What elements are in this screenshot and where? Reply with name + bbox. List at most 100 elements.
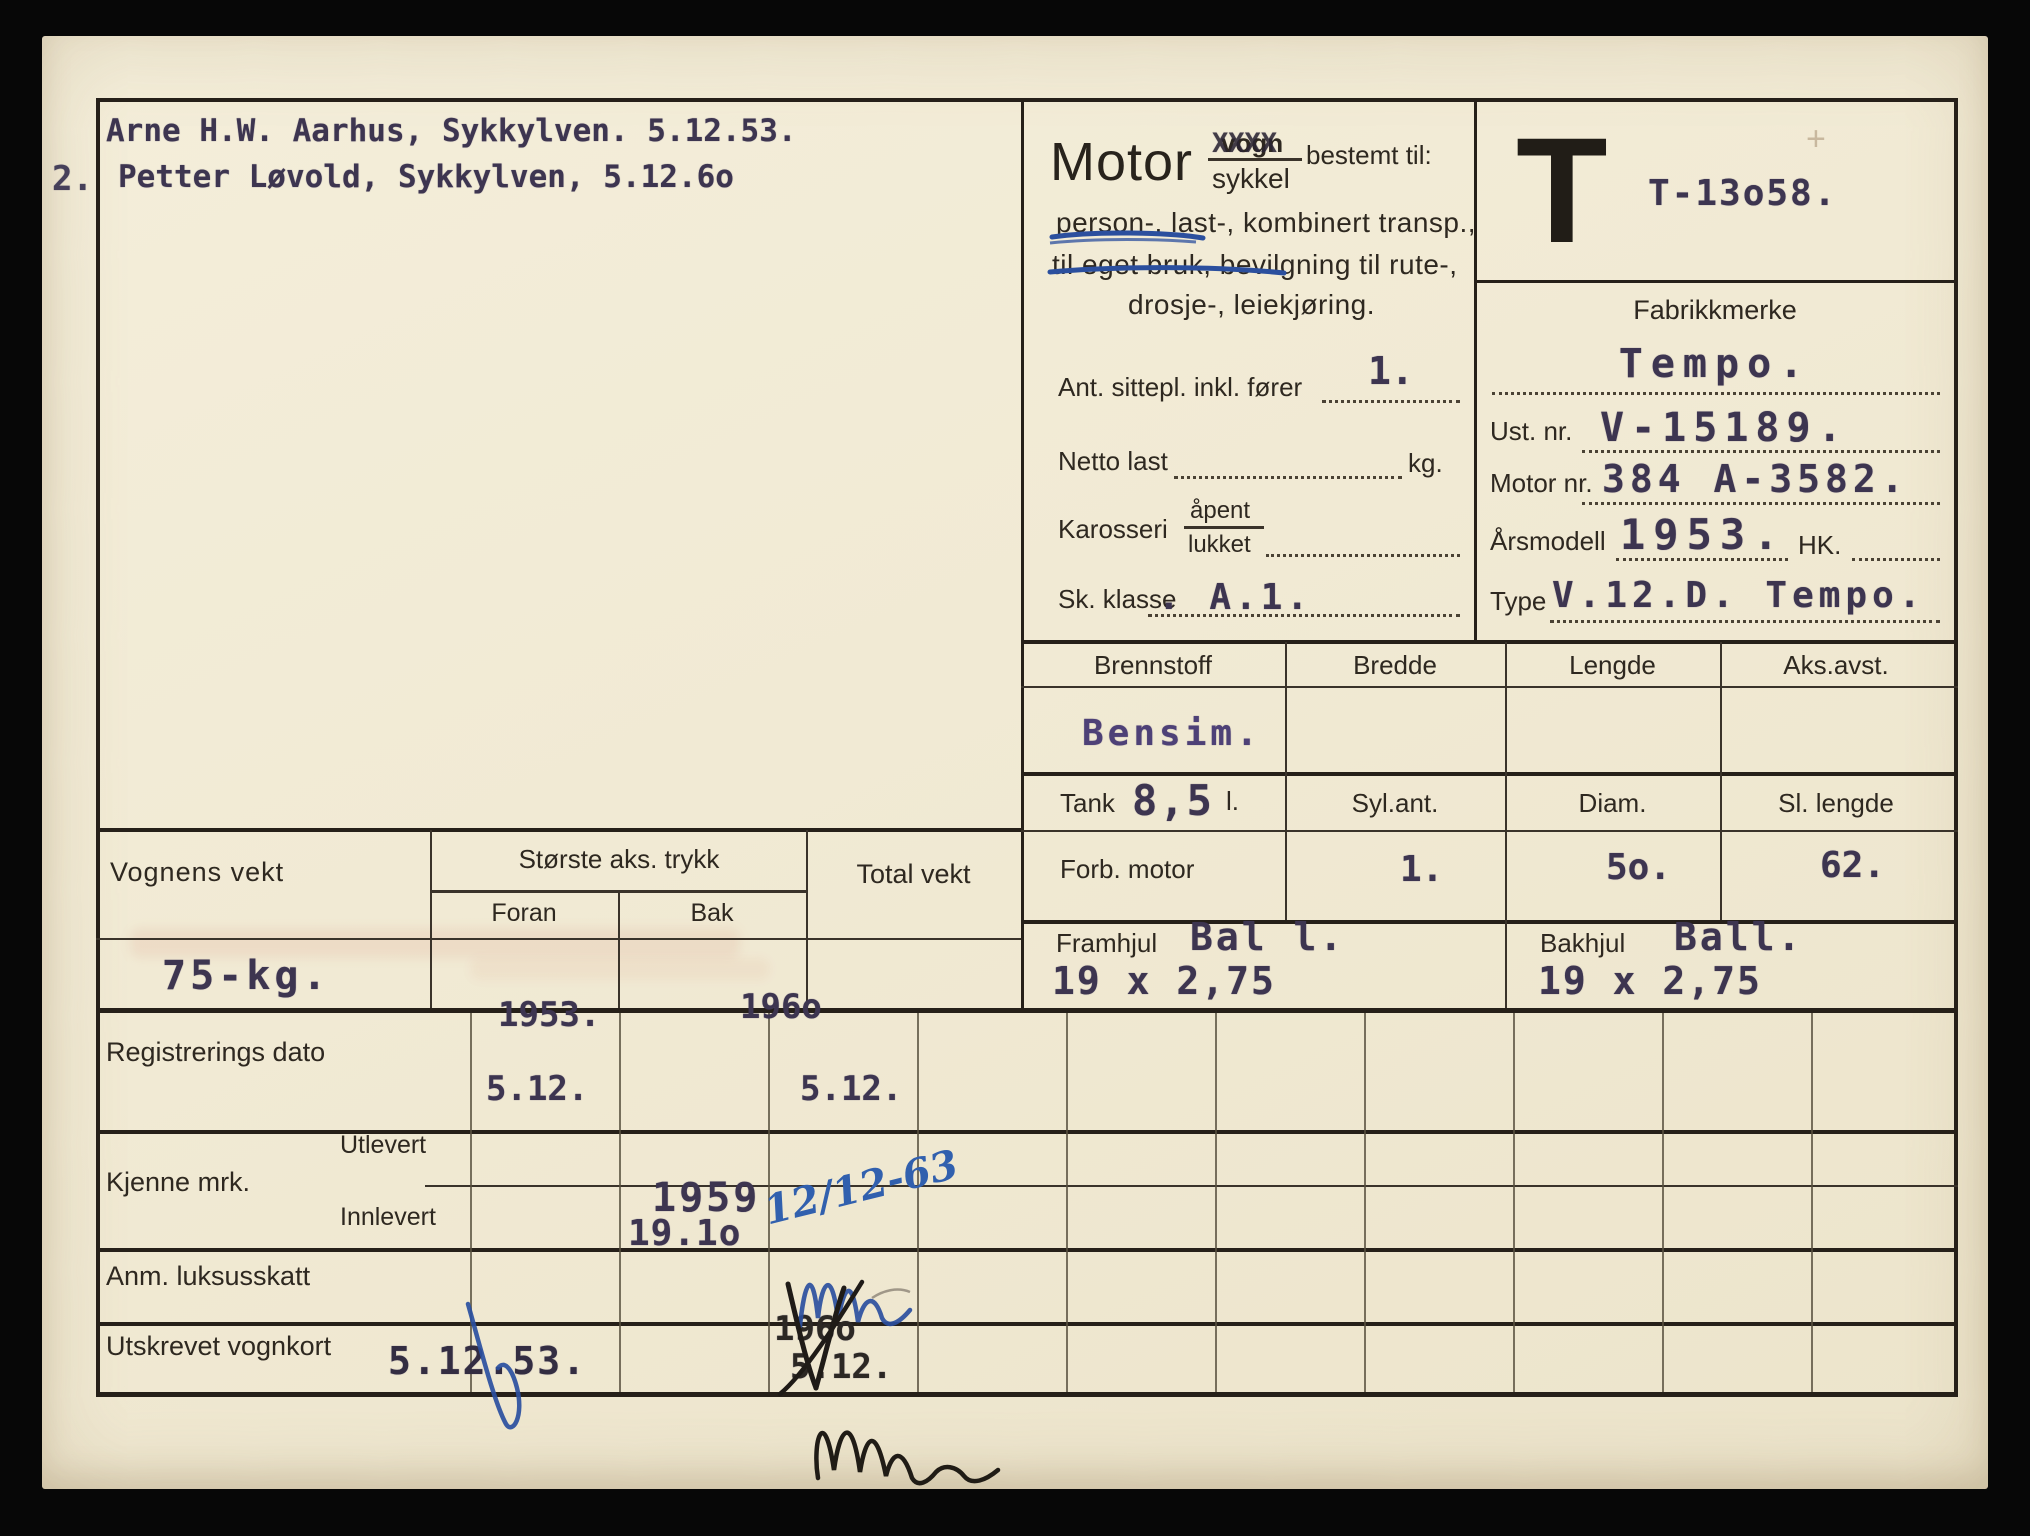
grid-col-line [1364,1013,1366,1392]
klasse-value: . A.1. [1158,577,1313,618]
grid-line-utlevert-bottom [425,1185,1958,1187]
factory-merke-value: Tempo. [1618,341,1812,387]
under-word: sykkel [1212,163,1290,194]
framhjul-type: Bal l. [1190,915,1346,959]
divider-left-motor [1021,98,1024,1008]
spec-row2-line [1021,920,1958,924]
card-border-bottom [96,1392,1958,1397]
reg-1960-date: 5.12. [800,1069,903,1109]
year-value: 1953. [1620,510,1787,559]
innlevert-label: Innlevert [340,1203,436,1231]
blue-check-stroke-ink [440,1298,580,1438]
tank-value: 8,5 [1132,776,1214,825]
weight-aks-label: Største aks. trykk [518,844,720,874]
grid-line-reg-bottom [96,1130,1958,1134]
spec-header-bredde: Bredde [1353,650,1437,680]
plate-box-bottom [1474,280,1958,283]
year-dotted-line [1616,558,1788,561]
eget-bruk-underline-ink [1046,262,1291,280]
weight-col-line-3 [806,830,808,1008]
blue-signature-ink [788,1246,923,1346]
bakhjul-label: Bakhjul [1540,928,1626,958]
karosseri-open-option: åpent [1190,497,1251,524]
grid-col-line [1662,1013,1664,1392]
reg-dato-label: Registrerings dato [106,1037,326,1067]
bestemt-label: bestemt til: [1306,140,1432,170]
grid-col-line [1215,1013,1217,1392]
tank-unit: l. [1226,786,1239,816]
netto-dotted-line [1174,476,1402,479]
spec-header-lengde: Lengde [1569,650,1656,680]
karosseri-dotted-line [1266,554,1460,557]
weight-vekt-value: 75-kg. [162,953,331,999]
forb-syl-value: 1. [1400,849,1444,890]
grid-col-line [1066,1013,1068,1392]
type-value: V.12.D. Tempo. [1552,575,1926,616]
karosseri-closed-option: lukket [1188,531,1251,558]
forb-diam-value: 5o. [1606,847,1672,888]
spec-header-sllengde: Sl. lengde [1778,788,1894,818]
scan-artifact-red-ghost [470,958,770,980]
framhjul-dim: 19 x 2,75 [1052,959,1276,1003]
klasse-label: Sk. klasse [1058,584,1177,614]
seats-label: Ant. sittepl. inkl. fører [1058,372,1303,402]
purpose-line-2: til eget bruk, bevilgning til rute-, [1052,249,1458,280]
motor-title: Motor [1050,132,1194,192]
weight-vekt-label: Vognens vekt [110,857,285,887]
fuel-value: Bensim. [1082,713,1262,754]
overstrike-x-marks: XXXX [1212,128,1278,159]
spec-header-sylant: Syl.ant. [1351,788,1439,818]
bakhjul-dim: 19 x 2,75 [1538,959,1762,1003]
type-dotted-line [1550,620,1940,623]
card-border-left [96,98,100,1396]
klasse-dotted-line [1148,614,1460,617]
weight-span-line [430,890,808,893]
karosseri-option-divider [1184,526,1264,529]
motornr-dotted-line [1582,502,1940,505]
weight-total-label: Total vekt [856,859,971,889]
spec-table-top-line [1021,640,1958,644]
motornr-value: 384 A-3582. [1602,457,1909,501]
plate-number: T-13o58. [1648,173,1838,214]
year-label: Årsmodell [1490,526,1606,556]
scan-artifact-red-ghost [130,928,740,958]
innlevert-date: 19.1o [628,1213,742,1254]
spec-header-brennstoff: Brennstoff [1093,650,1213,680]
ust-value: V-15189. [1600,405,1849,451]
owner-line-2: Petter Løvold, Sykkylven, 5.12.6o [118,159,734,195]
tank-label: Tank [1060,788,1115,818]
spec-header2-line [1021,830,1958,832]
spec-col-line-3 [1720,642,1722,920]
anm-luksusskatt-label: Anm. luksusskatt [106,1261,311,1291]
plate-letter: T [1516,106,1608,274]
card-border-right [1954,98,1958,1396]
grid-line-kjenne-bottom [96,1248,1958,1252]
grid-col-line [1811,1013,1813,1392]
forb-motor-label: Forb. motor [1060,854,1195,884]
spec-row1-line [1021,772,1958,776]
type-label: Type [1490,586,1547,616]
utskrevet-1960-year: 196o [774,1309,856,1349]
karosseri-label: Karosseri [1058,514,1168,544]
owner-line-1: Arne H.W. Aarhus, Sykkylven. 5.12.53. [106,113,797,149]
netto-unit: kg. [1408,448,1443,478]
grid-line-anm-bottom [96,1322,1958,1326]
bakhjul-type: Ball. [1674,915,1804,959]
weight-col-line-1 [430,830,432,1008]
weight-bak-label: Bak [690,899,734,927]
purpose-line-3: drosje-, leiekjøring. [1128,289,1376,320]
innlevert-year: 1959 [652,1175,761,1221]
grid-col-line [1513,1013,1515,1392]
netto-label: Netto last [1058,446,1168,476]
reg-1960-year: 196o [740,987,822,1027]
seats-value: 1. [1368,349,1414,393]
crossed-word: vogn [1221,128,1284,158]
black-cross-stroke-ink [730,1278,940,1398]
ust-dotted-line [1582,450,1940,453]
spec-header-aksavst: Aks.avst. [1783,650,1889,680]
utlevert-label: Utlevert [340,1131,427,1159]
grid-line-full-top [96,1008,1958,1013]
spec-header1-line [1021,686,1958,688]
kjenne-mrk-label: Kjenne mrk. [106,1167,251,1197]
